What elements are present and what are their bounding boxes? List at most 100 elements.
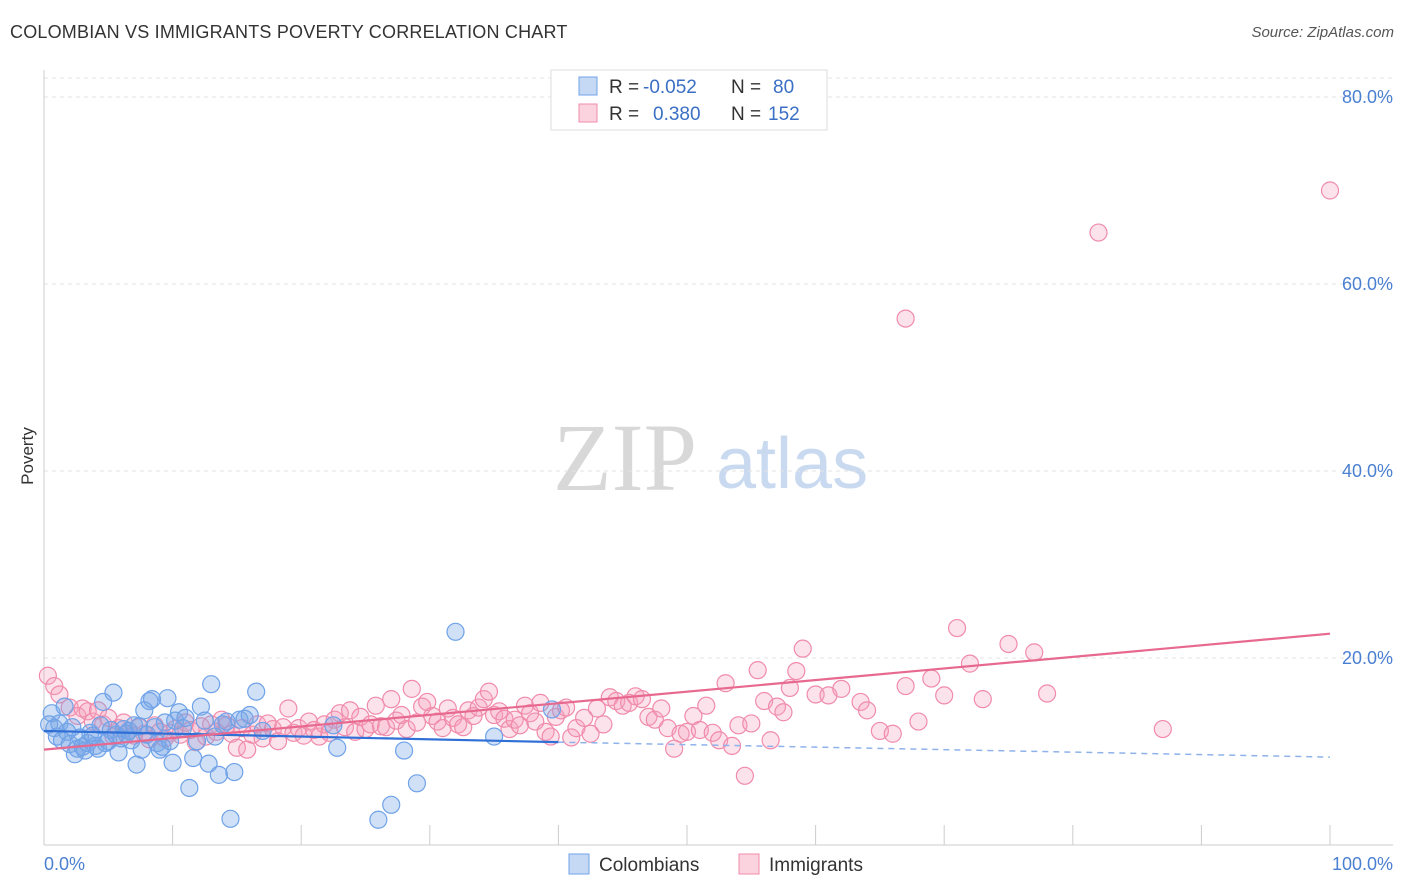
point-colombians-59 (202, 675, 221, 694)
point-colombians-69 (247, 682, 266, 701)
point-colombians-47 (160, 732, 180, 751)
point-colombians-77 (446, 622, 465, 641)
legend-swatch-immigrants (578, 103, 598, 123)
point-immigrants-127 (735, 766, 754, 785)
watermark-zip: ZIP (553, 404, 697, 511)
chart-title: COLOMBIAN VS IMMIGRANTS POVERTY CORRELAT… (10, 22, 568, 42)
y-tick-label-40: 40.0% (1342, 461, 1393, 481)
point-immigrants-79 (454, 718, 473, 737)
point-colombians-76 (407, 774, 427, 793)
point-immigrants-150 (973, 690, 992, 709)
watermark-atlas: atlas (716, 424, 868, 504)
point-immigrants-84 (479, 682, 499, 701)
legend-n-value-2: 152 (768, 104, 800, 125)
stats-legend: R = -0.052 N = 80 R = 0.380 N = 152 (550, 69, 828, 131)
point-immigrants-111 (632, 690, 652, 709)
point-immigrants-141 (857, 701, 877, 720)
point-immigrants-57 (340, 701, 360, 720)
watermark: ZIP atlas (553, 404, 868, 511)
legend-n-label-2: N = (731, 104, 761, 125)
y-axis-title: Poverty (18, 427, 37, 485)
point-colombians-61 (209, 765, 228, 784)
point-colombians-72 (328, 738, 347, 757)
trend-line-colombians (43, 729, 559, 744)
point-immigrants-94 (531, 693, 550, 712)
point-immigrants-128 (742, 714, 761, 733)
point-colombians-25 (104, 683, 123, 702)
point-colombians-71 (324, 716, 343, 735)
point-immigrants-105 (594, 715, 613, 734)
legend-r-value-2: 0.380 (653, 104, 701, 125)
legend-r-label-1: R = (609, 77, 639, 98)
point-immigrants-131 (761, 731, 780, 750)
point-immigrants-155 (1320, 181, 1340, 200)
point-colombians-78 (485, 727, 504, 746)
point-immigrants-148 (947, 618, 967, 638)
point-colombians-41 (145, 718, 164, 737)
point-immigrants-157 (1037, 684, 1057, 703)
point-immigrants-146 (922, 669, 941, 688)
point-immigrants-137 (806, 685, 825, 704)
point-immigrants-139 (832, 679, 851, 698)
point-colombians-52 (176, 708, 195, 727)
point-colombians-66 (230, 710, 249, 729)
point-immigrants-90 (510, 716, 529, 735)
point-immigrants-102 (575, 708, 594, 727)
trend-line-immigrants (43, 632, 1331, 751)
point-immigrants-103 (581, 724, 600, 743)
point-immigrants-153 (1153, 719, 1172, 739)
point-immigrants-114 (652, 699, 671, 718)
point-immigrants-65 (382, 690, 401, 709)
point-immigrants-121 (697, 696, 716, 715)
point-colombians-39 (140, 691, 159, 711)
point-immigrants-68 (397, 719, 416, 739)
point-colombians-75 (394, 741, 414, 760)
point-immigrants-154 (1089, 223, 1108, 242)
point-immigrants-152 (1025, 643, 1044, 662)
bottom-legend-swatch-immigrants (738, 853, 760, 875)
point-immigrants-5 (73, 699, 92, 718)
legend-n-label-1: N = (731, 77, 761, 98)
point-immigrants-72 (418, 692, 437, 712)
source-label: Source: ZipAtlas.com (1251, 24, 1394, 41)
point-immigrants-113 (645, 710, 664, 729)
point-immigrants-135 (787, 661, 806, 681)
point-immigrants-136 (793, 639, 812, 658)
x-ticks (172, 825, 1331, 845)
point-colombians-73 (369, 810, 388, 829)
point-immigrants-78 (448, 715, 468, 734)
point-colombians-58 (199, 754, 218, 773)
legend-r-value-1: -0.052 (643, 77, 697, 98)
point-colombians-64 (221, 809, 240, 828)
gridlines (44, 77, 1393, 659)
y-tick-label-80: 80.0% (1342, 87, 1393, 107)
point-immigrants-100 (562, 728, 581, 747)
bottom-legend-swatch-colombians (568, 853, 590, 875)
bottom-legend-label-colombians: Colombians (599, 855, 699, 876)
point-colombians-68 (240, 705, 259, 725)
point-immigrants-89 (505, 710, 524, 729)
point-colombians-54 (184, 748, 203, 768)
point-immigrants-67 (392, 705, 411, 725)
point-immigrants-0 (38, 666, 57, 685)
point-colombians-46 (158, 689, 177, 708)
y-tick-label-20: 20.0% (1342, 648, 1393, 668)
point-immigrants-122 (703, 723, 722, 742)
point-immigrants-145 (909, 712, 928, 731)
point-immigrants-156 (896, 309, 915, 328)
bottom-legend: Colombians Immigrants (568, 853, 863, 876)
point-immigrants-149 (960, 654, 980, 673)
point-colombians-6 (55, 697, 74, 716)
legend-swatch-colombians (578, 76, 598, 96)
x-tick-label-min: 0.0% (44, 854, 85, 874)
point-colombians-53 (180, 778, 199, 798)
point-colombians-56 (191, 697, 210, 716)
point-immigrants-117 (671, 724, 690, 743)
point-colombians-57 (195, 711, 214, 730)
point-immigrants-45 (279, 699, 298, 718)
bottom-legend-label-immigrants: Immigrants (769, 855, 863, 876)
point-colombians-74 (382, 795, 401, 814)
point-immigrants-147 (935, 686, 954, 705)
point-colombians-48 (163, 753, 182, 772)
